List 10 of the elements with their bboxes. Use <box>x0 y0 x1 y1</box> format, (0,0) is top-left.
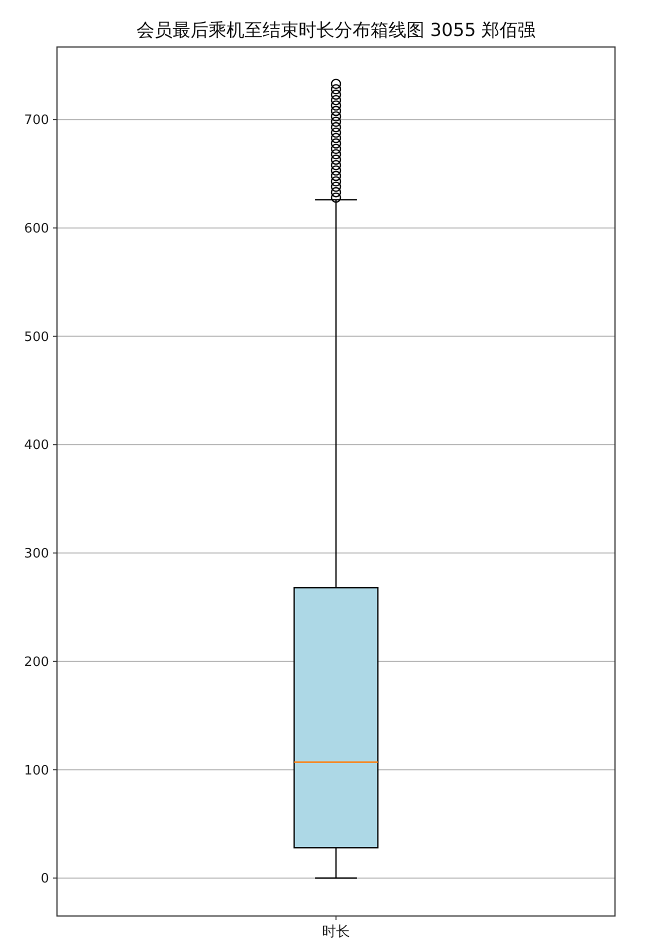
y-tick-label: 700 <box>24 113 49 128</box>
y-tick-label: 100 <box>24 763 49 778</box>
y-tick-label: 0 <box>40 872 49 887</box>
y-tick-label: 200 <box>24 654 49 670</box>
chart-title: 会员最后乘机至结束时长分布箱线图 3055 郑佰强 <box>136 20 536 41</box>
y-tick-label: 400 <box>24 438 49 454</box>
y-tick-label: 500 <box>24 330 49 345</box>
x-tick-label: 时长 <box>322 924 350 940</box>
y-tick-label: 300 <box>24 546 49 562</box>
y-tick-label: 600 <box>24 222 49 236</box>
